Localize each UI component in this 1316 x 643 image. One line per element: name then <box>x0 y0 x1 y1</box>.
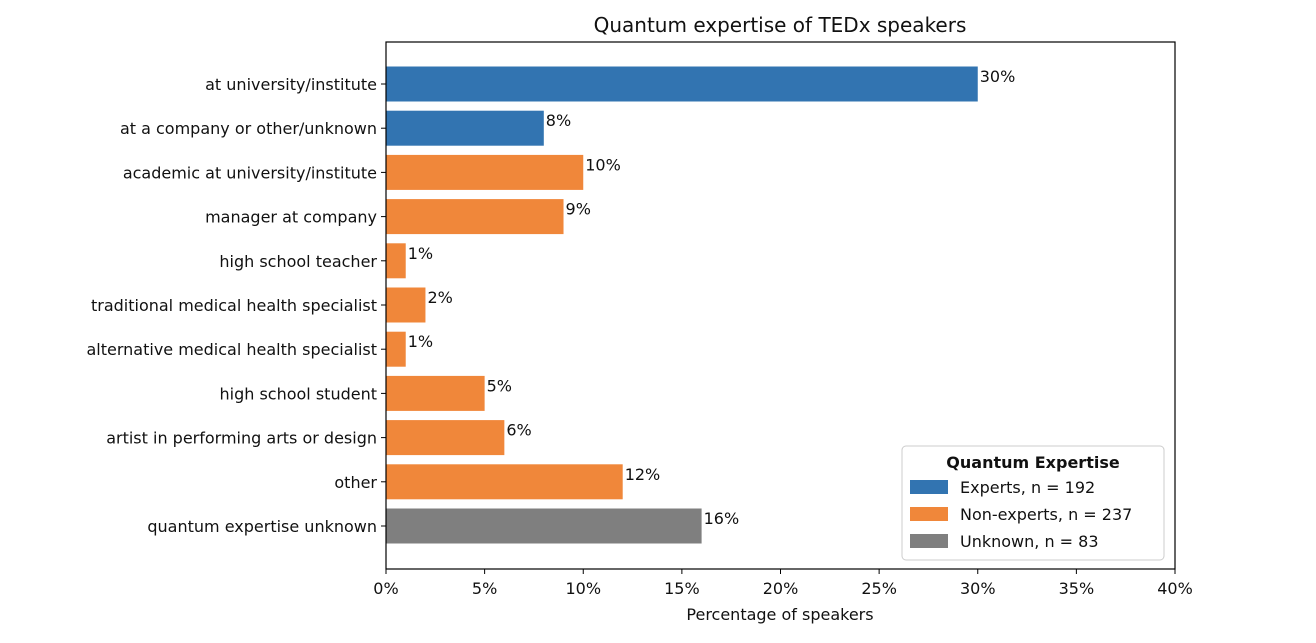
value-label: 12% <box>625 465 661 484</box>
x-axis-label: Percentage of speakers <box>686 605 873 624</box>
category-label: alternative medical health specialist <box>86 340 377 359</box>
bar <box>386 508 702 544</box>
legend-items: Experts, n = 192 Non-experts, n = 237 Unkn… <box>910 478 1132 551</box>
category-label: at university/institute <box>205 75 377 94</box>
x-tick-label: 5% <box>472 579 497 598</box>
value-label: 1% <box>408 244 433 263</box>
x-tick-label: 30% <box>960 579 996 598</box>
x-axis-ticks: 0% 5% 10% 15% 20% 25% 30% 35% 40% <box>373 569 1193 598</box>
bar <box>386 420 505 456</box>
legend-title: Quantum Expertise <box>946 453 1120 472</box>
legend-swatch <box>910 480 948 494</box>
value-label: 9% <box>566 200 591 219</box>
legend-box <box>901 445 1165 561</box>
category-label: manager at company <box>205 208 377 227</box>
category-label: high school teacher <box>219 252 377 271</box>
category-label: high school student <box>219 384 377 403</box>
x-tick-label: 35% <box>1059 579 1095 598</box>
value-labels: 30% 8% 10% 9% 1% 2% 1% 5% 6% 12% 16% <box>408 67 1016 528</box>
x-tick-label: 25% <box>861 579 897 598</box>
category-labels: at university/institute at a company or o… <box>86 75 386 536</box>
category-label: at a company or other/unknown <box>120 119 377 138</box>
category-label: artist in performing arts or design <box>106 429 377 448</box>
legend-label: Unknown, n = 83 <box>960 532 1099 551</box>
bar <box>386 464 623 500</box>
legend-label: Experts, n = 192 <box>960 478 1095 497</box>
bar <box>386 66 978 102</box>
value-label: 2% <box>427 288 452 307</box>
bar <box>386 331 406 367</box>
value-label: 16% <box>704 509 740 528</box>
legend-swatch <box>910 507 948 521</box>
bar <box>386 287 426 323</box>
chart-title: Quantum expertise of TEDx speakers <box>594 13 967 37</box>
value-label: 1% <box>408 332 433 351</box>
value-label: 6% <box>506 421 531 440</box>
bar <box>386 154 584 190</box>
value-label: 10% <box>585 155 621 174</box>
bar <box>386 375 485 411</box>
value-label: 5% <box>487 376 512 395</box>
category-label: quantum expertise unknown <box>147 517 377 536</box>
legend: Quantum Expertise Experts, n = 192 Non-ex… <box>901 445 1165 561</box>
legend-label: Non-experts, n = 237 <box>960 505 1132 524</box>
x-tick-label: 15% <box>664 579 700 598</box>
x-tick-label: 10% <box>565 579 601 598</box>
bars-group <box>386 66 978 544</box>
x-tick-label: 20% <box>763 579 799 598</box>
legend-swatch <box>910 534 948 548</box>
x-tick-label: 0% <box>373 579 398 598</box>
value-label: 8% <box>546 111 571 130</box>
category-label: traditional medical health specialist <box>91 296 377 315</box>
category-label: academic at university/institute <box>123 163 377 182</box>
bar <box>386 110 544 146</box>
category-label: other <box>334 473 377 492</box>
x-tick-label: 40% <box>1157 579 1193 598</box>
value-label: 30% <box>980 67 1016 86</box>
bar <box>386 243 406 279</box>
bar <box>386 199 564 235</box>
